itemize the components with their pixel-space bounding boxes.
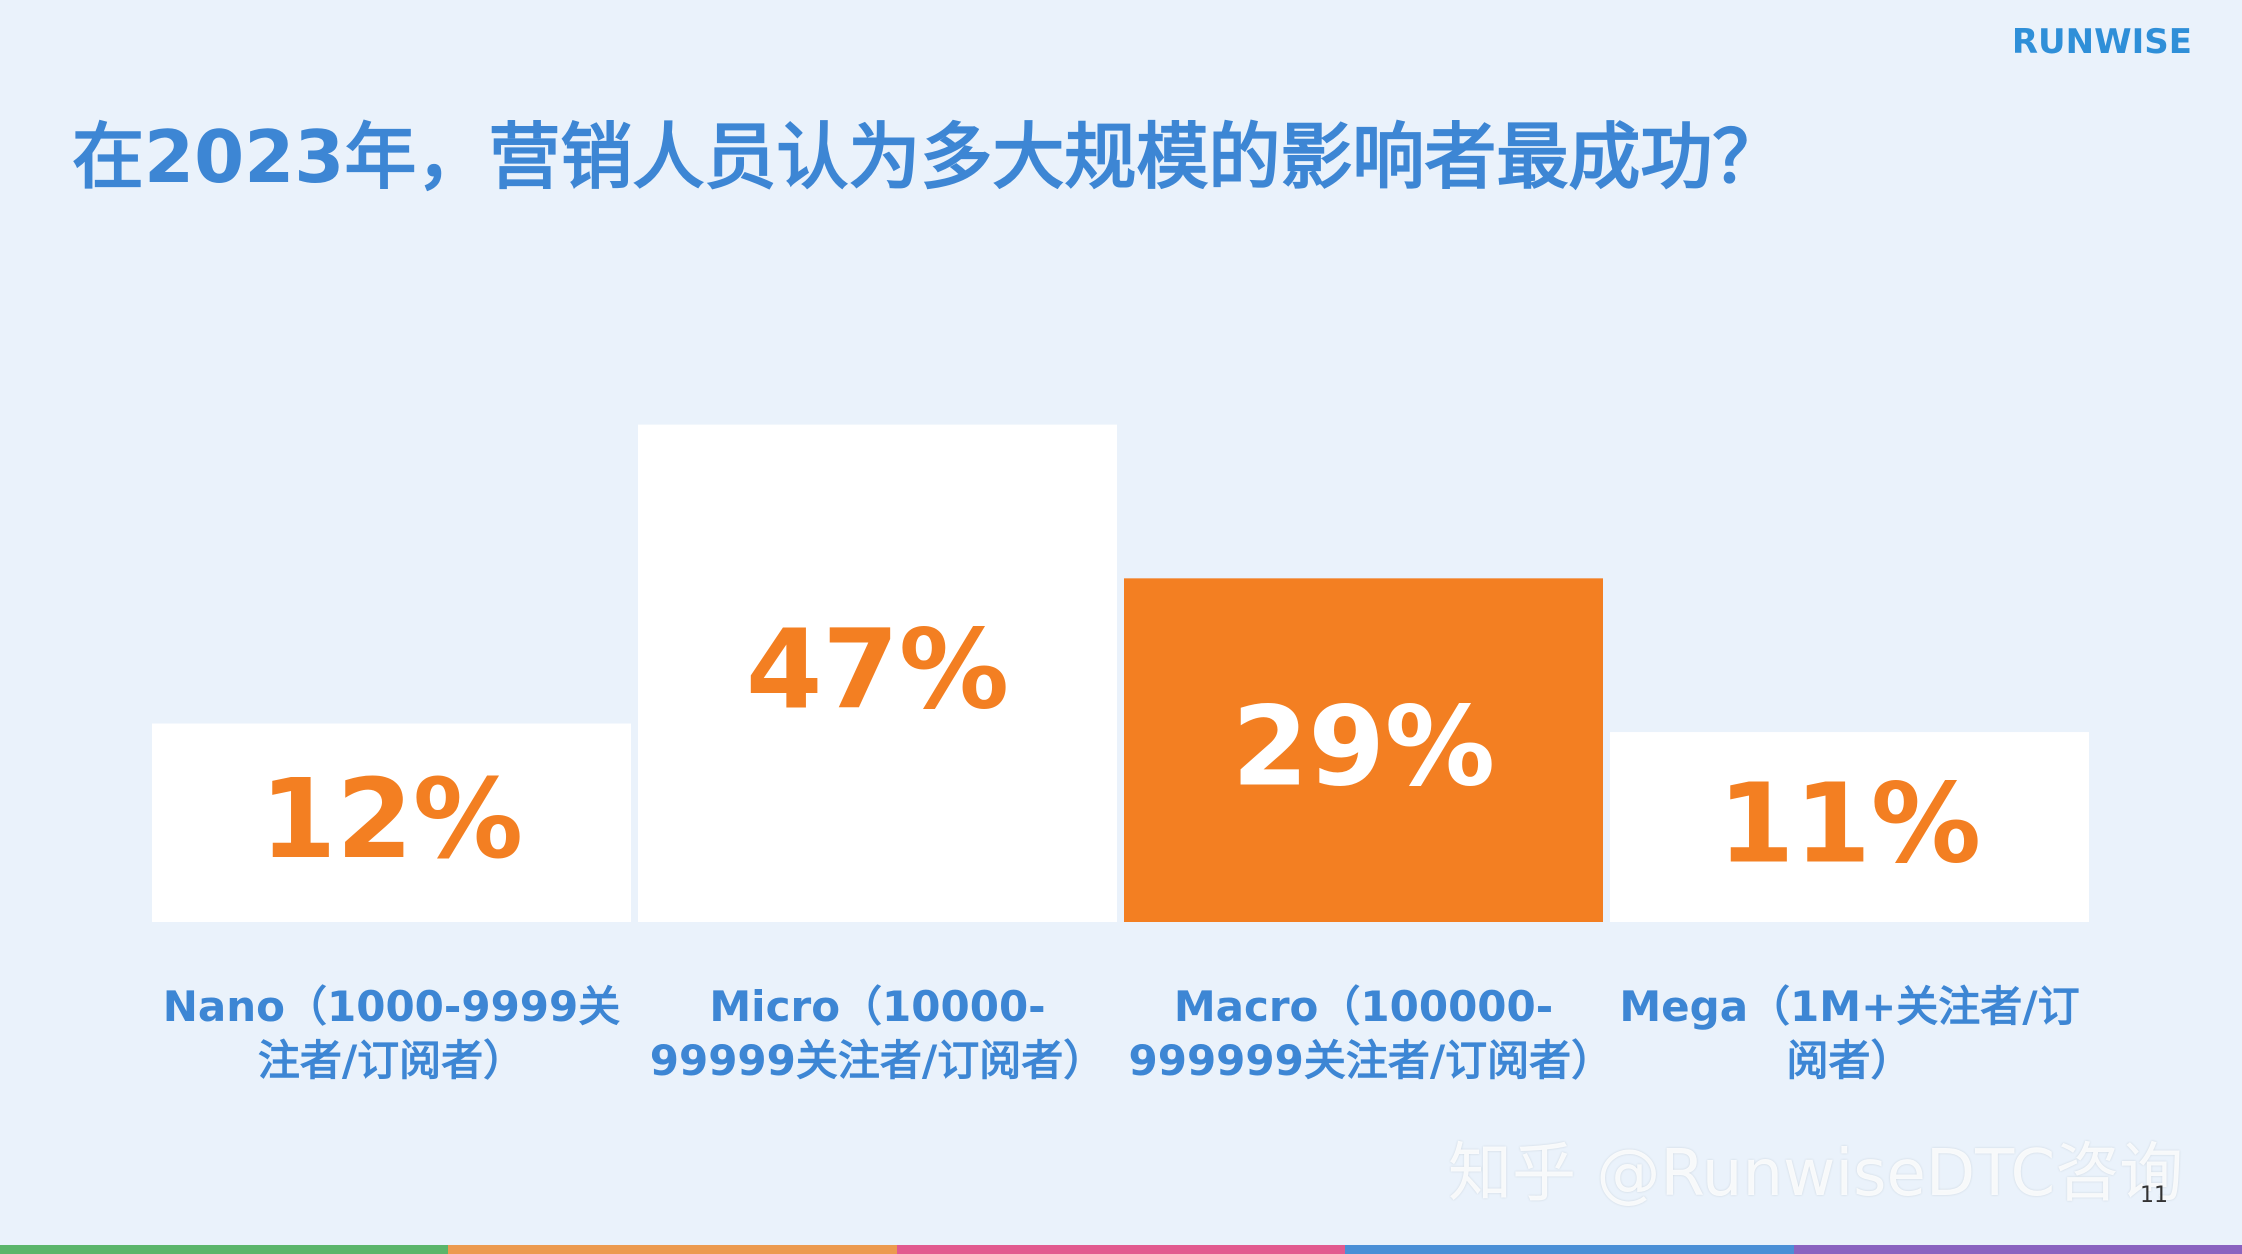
- logo: RUNWISE: [2011, 22, 2192, 62]
- category-label: Mega（1M+关注者/订阅者）: [1619, 982, 2080, 1085]
- strip-segment: [896, 1245, 1346, 1254]
- strip-segment: [0, 1245, 449, 1254]
- bar: [1124, 578, 1603, 922]
- value-label: 29%: [1232, 682, 1495, 810]
- chart-title: 在2023年，营销人员认为多大规模的影响者最成功？: [72, 115, 1785, 199]
- color-strip: [0, 1245, 2242, 1254]
- watermark: 知乎 @RunwiseDTC咨询: [1448, 1137, 2184, 1211]
- category-label: Macro（100000-999999关注者/订阅者）: [1128, 982, 1614, 1085]
- strip-segment: [448, 1245, 897, 1254]
- strip-segment: [1345, 1245, 1794, 1254]
- value-label: 47%: [746, 606, 1009, 734]
- value-label: 12%: [260, 755, 523, 883]
- value-label: 11%: [1718, 759, 1981, 887]
- bar: [1610, 732, 2089, 922]
- category-label: Micro（10000-99999关注者/订阅者）: [649, 982, 1106, 1085]
- strip-segment: [1793, 1245, 2242, 1254]
- bar: [152, 723, 631, 922]
- category-label: Nano（1000-9999关注者/订阅者）: [162, 982, 621, 1085]
- bar: [638, 424, 1117, 922]
- page-number: 11: [2140, 1183, 2168, 1208]
